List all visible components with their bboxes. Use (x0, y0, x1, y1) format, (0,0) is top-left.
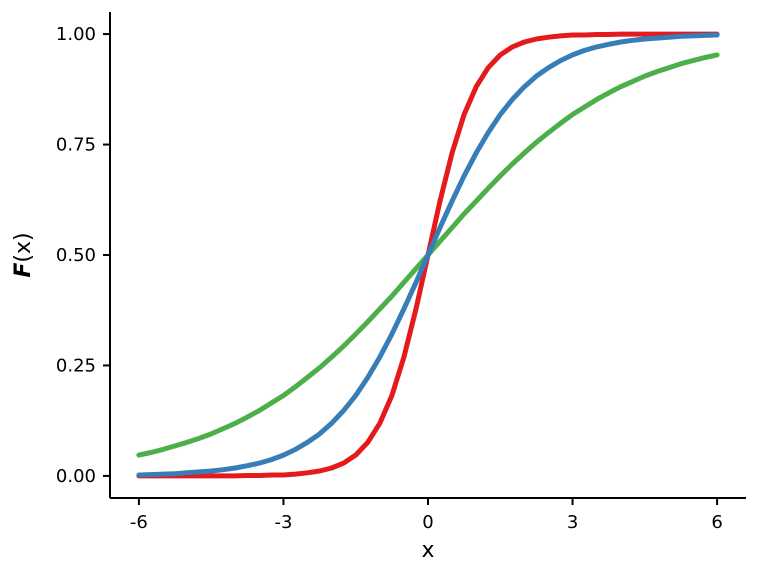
x-tick-label: 0 (422, 512, 433, 533)
x-tick-label: -3 (274, 512, 292, 533)
tick-marks (103, 33, 719, 505)
y-axis-title: F(x) (11, 232, 36, 277)
curve-blue-medium (136, 32, 720, 478)
x-tick-label: 3 (567, 512, 578, 533)
x-tick-label: -6 (130, 512, 148, 533)
x-tick-label: 6 (711, 512, 722, 533)
y-tick-label: 1.00 (56, 24, 96, 45)
y-tick-label: 0.50 (56, 245, 96, 266)
y-tick-label: 0.25 (56, 355, 96, 376)
x-axis-title: x (421, 538, 434, 563)
series-lines (136, 31, 720, 479)
y-tick-label: 0.00 (56, 466, 96, 487)
y-tick-label: 0.75 (56, 135, 96, 156)
tick-labels: -6 -3 0 3 6 0.00 0.25 0.50 0.75 1.00 (56, 24, 723, 533)
